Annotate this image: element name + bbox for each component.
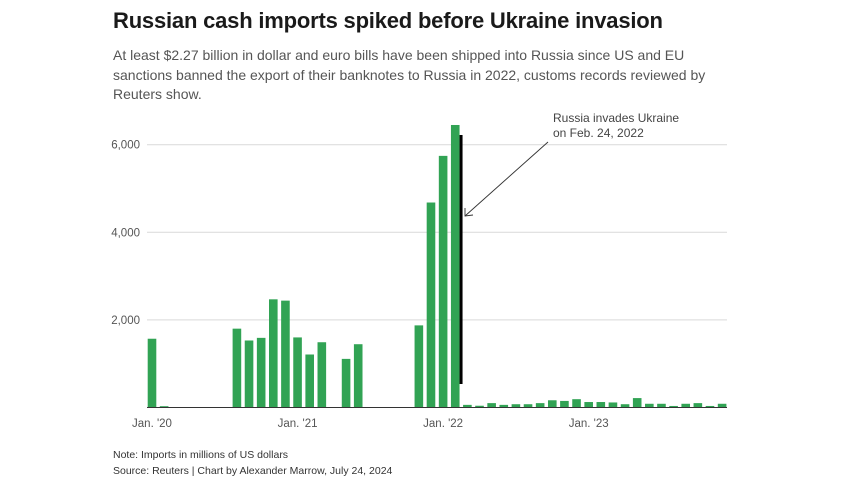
bar-2023-11 bbox=[705, 405, 715, 408]
bar-2022-05 bbox=[487, 403, 496, 408]
bar-2023-10 bbox=[693, 403, 703, 408]
bar-2022-02 bbox=[450, 124, 460, 408]
x-tick-label: Jan. '21 bbox=[278, 418, 318, 430]
y-tick-label: 6,000 bbox=[111, 140, 140, 152]
chart-title: Russian cash imports spiked before Ukrai… bbox=[113, 8, 663, 33]
bar-2022-04 bbox=[475, 405, 484, 408]
bar-2020-10 bbox=[256, 337, 266, 408]
bar-2020-12 bbox=[281, 300, 290, 408]
arrow-head-icon bbox=[464, 208, 474, 217]
y-tick-label: 4,000 bbox=[111, 227, 140, 239]
bar-2023-02 bbox=[596, 402, 606, 408]
chart-subtitle: At least $2.27 billion in dollar and eur… bbox=[113, 47, 706, 102]
bar-2022-10 bbox=[547, 400, 557, 408]
bars bbox=[147, 124, 727, 408]
bar-2021-12 bbox=[426, 202, 436, 408]
y-tick-label: 2,000 bbox=[111, 315, 140, 327]
bar-2023-03 bbox=[608, 402, 618, 408]
bar-2020-09 bbox=[244, 340, 254, 408]
x-axis-ticks: Jan. '20 Jan. '21 Jan. '22 Jan. '23 bbox=[132, 418, 609, 430]
bar-2021-06 bbox=[353, 344, 363, 408]
gridlines bbox=[147, 144, 727, 321]
bar-2021-01 bbox=[293, 337, 302, 408]
bar-2023-04 bbox=[620, 404, 630, 408]
bar-2020-11 bbox=[269, 299, 278, 408]
bar-2023-12 bbox=[717, 403, 727, 408]
bar-2022-03 bbox=[463, 404, 472, 408]
bar-2023-05 bbox=[632, 398, 642, 408]
bar-2020-02 bbox=[159, 406, 169, 408]
bar-2022-07 bbox=[511, 404, 521, 408]
x-tick-label: Jan. '23 bbox=[569, 418, 609, 430]
bar-2020-08 bbox=[232, 328, 242, 408]
bar-2022-01 bbox=[438, 155, 448, 408]
bar-2021-11 bbox=[414, 325, 424, 408]
bar-2022-09 bbox=[535, 403, 545, 408]
x-tick-label: Jan. '20 bbox=[132, 418, 172, 430]
bar-2023-07 bbox=[657, 403, 666, 408]
bar-2023-08 bbox=[669, 405, 678, 408]
bar-2022-08 bbox=[523, 404, 533, 408]
bar-2021-02 bbox=[305, 354, 314, 408]
bar-2020-01 bbox=[147, 338, 157, 408]
invasion-annotation: Russia invades Ukraine on Feb. 24, 2022 bbox=[464, 111, 679, 217]
x-tick-label: Jan. '22 bbox=[423, 418, 463, 430]
annotation-line-2: on Feb. 24, 2022 bbox=[553, 126, 644, 140]
bar-2023-06 bbox=[645, 403, 654, 408]
bar-2021-03 bbox=[317, 342, 327, 408]
bar-2021-05 bbox=[341, 358, 351, 408]
chart-source: Source: Reuters | Chart by Alexander Mar… bbox=[113, 465, 393, 477]
annotation-arrow bbox=[464, 141, 549, 217]
bar-2023-01 bbox=[584, 402, 593, 408]
bar-2023-09 bbox=[681, 403, 691, 408]
annotation-line-1: Russia invades Ukraine bbox=[553, 111, 679, 125]
bar-2022-11 bbox=[560, 400, 569, 408]
y-axis-ticks: 2,000 4,000 6,000 bbox=[111, 140, 140, 327]
bar-2022-12 bbox=[572, 399, 581, 408]
bar-2022-06 bbox=[499, 404, 509, 408]
chart-note: Note: Imports in millions of US dollars bbox=[113, 449, 289, 461]
